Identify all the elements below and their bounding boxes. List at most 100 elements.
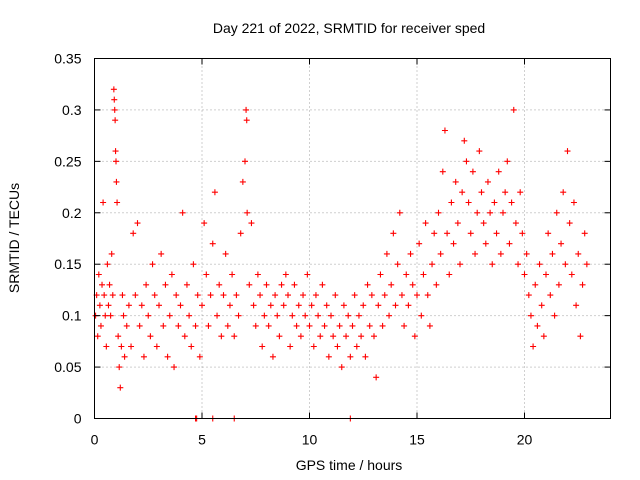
data-point	[103, 343, 110, 350]
data-point	[306, 322, 313, 329]
data-point	[366, 322, 373, 329]
data-point	[504, 158, 511, 165]
data-point	[495, 168, 502, 175]
data-point	[99, 281, 106, 288]
data-point	[194, 292, 201, 299]
data-point	[570, 199, 577, 206]
data-point	[575, 250, 582, 257]
data-point	[153, 343, 160, 350]
data-point	[280, 302, 287, 309]
data-point	[558, 240, 565, 247]
data-point	[132, 292, 139, 299]
data-point	[312, 292, 319, 299]
data-point	[377, 271, 384, 278]
data-point	[134, 220, 141, 227]
data-point	[454, 220, 461, 227]
data-point	[573, 302, 580, 309]
y-tick-label: 0.35	[54, 51, 81, 67]
data-point	[162, 281, 169, 288]
data-point	[345, 312, 352, 319]
data-point	[119, 292, 126, 299]
data-point	[243, 106, 250, 113]
data-point	[214, 312, 221, 319]
data-point	[121, 353, 128, 360]
data-point	[398, 292, 405, 299]
data-point	[196, 353, 203, 360]
data-point	[360, 302, 367, 309]
data-point	[123, 322, 130, 329]
x-tick-label: 5	[198, 432, 206, 448]
data-point	[482, 240, 489, 247]
data-point	[420, 271, 427, 278]
data-point	[235, 312, 242, 319]
data-point	[525, 292, 532, 299]
data-point	[149, 261, 156, 268]
data-point	[136, 322, 143, 329]
data-point	[459, 189, 466, 196]
data-point	[276, 333, 283, 340]
data-point	[203, 271, 210, 278]
data-point	[512, 220, 519, 227]
data-point	[465, 199, 472, 206]
data-point	[224, 322, 231, 329]
grid-lines	[94, 58, 611, 419]
data-point	[325, 353, 332, 360]
data-point	[96, 302, 103, 309]
data-point	[540, 333, 547, 340]
data-point	[168, 271, 175, 278]
data-point	[220, 292, 227, 299]
data-point	[583, 261, 590, 268]
data-point	[261, 312, 268, 319]
data-point	[358, 333, 365, 340]
data-point	[158, 250, 165, 257]
data-point	[246, 281, 253, 288]
data-point	[250, 302, 257, 309]
x-tick-label: 15	[409, 432, 425, 448]
data-point	[411, 333, 418, 340]
data-point	[101, 292, 108, 299]
data-point	[474, 209, 481, 216]
data-point	[493, 230, 500, 237]
data-point	[130, 230, 137, 237]
data-point	[177, 302, 184, 309]
data-point	[435, 209, 442, 216]
data-point	[97, 322, 104, 329]
x-tick-labels: 0 5 10 15 20	[91, 432, 533, 448]
data-point	[527, 312, 534, 319]
data-point	[267, 302, 274, 309]
data-point	[476, 148, 483, 155]
data-point	[263, 281, 270, 288]
data-point	[536, 261, 543, 268]
data-point	[272, 292, 279, 299]
data-point	[108, 250, 115, 257]
data-point	[577, 333, 584, 340]
data-point	[115, 333, 122, 340]
data-point	[407, 250, 414, 257]
data-point	[192, 322, 199, 329]
data-point	[396, 209, 403, 216]
data-point	[439, 168, 446, 175]
data-point	[484, 178, 491, 185]
data-point	[308, 302, 315, 309]
data-point	[508, 199, 515, 206]
data-point	[100, 199, 107, 206]
data-point	[265, 322, 272, 329]
data-point	[433, 281, 440, 288]
data-point	[519, 230, 526, 237]
data-point	[568, 271, 575, 278]
y-tick-label: 0.15	[54, 256, 81, 272]
data-point	[448, 199, 455, 206]
data-point	[179, 209, 186, 216]
data-point	[555, 281, 562, 288]
data-point	[222, 250, 229, 257]
x-tick-label: 0	[91, 432, 99, 448]
data-point	[581, 230, 588, 237]
data-point	[392, 302, 399, 309]
data-point	[293, 322, 300, 329]
data-point	[233, 292, 240, 299]
data-point	[181, 333, 188, 340]
data-point	[297, 333, 304, 340]
data-point	[414, 292, 420, 299]
data-point	[472, 250, 479, 257]
